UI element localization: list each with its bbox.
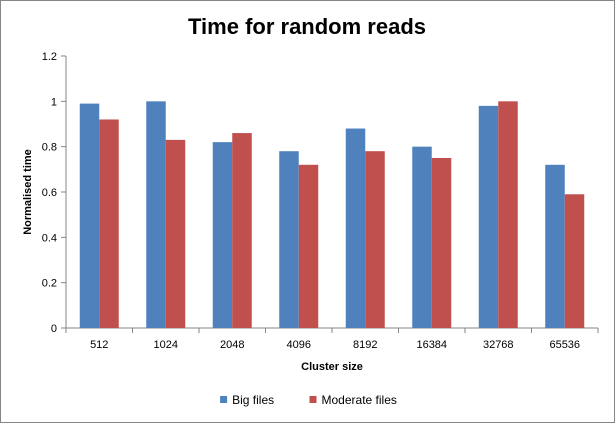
y-tick-label: 0.4 (42, 232, 57, 244)
legend-label: Big files (232, 393, 274, 407)
x-tick-label: 32768 (483, 339, 514, 351)
y-tick-label: 1 (51, 96, 57, 108)
bar-big-files (412, 146, 432, 328)
bar-big-files (478, 105, 499, 328)
x-axis-title: Cluster size (301, 361, 363, 373)
bar-moderate-files (232, 133, 252, 328)
x-tick-label: 8192 (353, 339, 377, 351)
plot-area: 0 0.2 0.4 0.6 0.8 1 1.2 512 1024 2048 4096 8192 1638… (42, 51, 599, 351)
x-tick-label: 1024 (154, 339, 178, 351)
bar-moderate-files (498, 101, 518, 328)
chart-title: Time for random reads (188, 14, 426, 39)
bar-big-files (345, 128, 366, 328)
bar-big-files (545, 164, 565, 328)
legend-swatch (309, 396, 317, 403)
y-tick-label: 0.8 (42, 142, 57, 154)
x-tick-label: 16384 (416, 339, 447, 351)
bar-moderate-files (564, 194, 585, 328)
bar-moderate-files (298, 164, 319, 328)
x-tick-label: 2048 (220, 339, 244, 351)
bar-big-files (212, 142, 233, 328)
legend-swatch (220, 396, 228, 403)
legend: Big files Moderate files (220, 393, 397, 407)
x-tick-label: 4096 (287, 339, 311, 351)
y-tick-label: 0.6 (42, 187, 57, 199)
x-tick-label: 65536 (549, 339, 580, 351)
bar-moderate-files (165, 139, 186, 328)
y-tick-label: 1.2 (42, 51, 57, 63)
bar-moderate-files (365, 151, 385, 328)
y-axis-title: Normalised time (22, 149, 34, 235)
x-tick-label: 512 (90, 339, 108, 351)
bar-moderate-files (99, 119, 119, 328)
y-tick-label: 0 (51, 323, 57, 335)
legend-label: Moderate files (322, 393, 397, 407)
bar-big-files (146, 101, 166, 328)
bar-big-files (279, 151, 299, 328)
y-tick-label: 0.2 (42, 278, 57, 290)
bar-moderate-files (431, 158, 452, 328)
bar-big-files (79, 103, 100, 328)
